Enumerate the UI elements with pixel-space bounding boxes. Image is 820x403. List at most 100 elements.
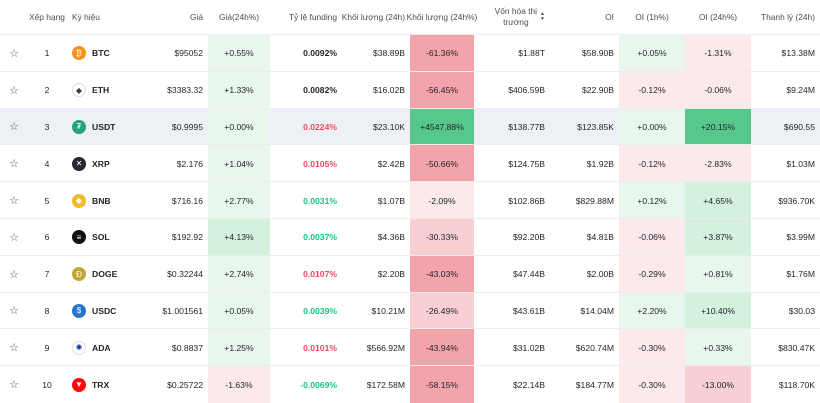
sort-icon[interactable]: ▲ ▼ — [540, 11, 545, 22]
oi-cell: $123.85K — [577, 121, 614, 132]
table-row[interactable]: ☆ 7 Ð DOGE $0.32244 +2.74% 0.0107% $2.20B -43.03… — [0, 254, 820, 293]
favorite-star-icon[interactable]: ☆ — [9, 342, 19, 355]
rank-cell: 3 — [44, 121, 50, 132]
oi-cell: $58.90B — [581, 48, 614, 59]
volume-cell: $566.92M — [366, 342, 405, 353]
oi-cell: $14.04M — [580, 305, 614, 316]
funding-rate-cell: 0.0105% — [303, 158, 337, 169]
symbol-cell: ◆ ETH — [72, 72, 136, 109]
favorite-star-icon[interactable]: ☆ — [9, 379, 19, 392]
header-oi[interactable]: OI — [605, 12, 614, 22]
oi-24h-cell: +0.81% — [685, 255, 751, 293]
volume-change-cell: +4547.88% — [410, 108, 474, 146]
oi-24h-cell: -1.31% — [685, 35, 751, 72]
table-row[interactable]: ☆ 6 ≡ SOL $192.92 +4.13% 0.0037% $4.36B -30.33% $… — [0, 218, 820, 256]
liquidation-cell: $830.47K — [778, 342, 815, 353]
symbol-label[interactable]: ADA — [92, 342, 111, 353]
table-row[interactable]: ☆ 3 ₮ USDT $0.9995 +0.00% 0.0224% $23.10K +4547.… — [0, 107, 820, 146]
header-price[interactable]: Giá — [189, 12, 203, 22]
oi-cell: $1.92B — [586, 158, 614, 169]
liquidation-cell: $9.24M — [786, 85, 815, 96]
market-cap-cell: $124.75B — [508, 158, 545, 169]
price-change-cell: +2.74% — [208, 255, 270, 293]
price-change-cell: +2.77% — [208, 182, 270, 219]
favorite-star-icon[interactable]: ☆ — [9, 195, 19, 208]
oi-1h-cell: -0.12% — [619, 145, 685, 183]
header-price-change[interactable]: Giá(24h%) — [218, 12, 260, 22]
volume-cell: $38.89B — [372, 48, 405, 59]
table-row[interactable]: ☆ 5 ◆ BNB $716.16 +2.77% 0.0031% $1.07B -2.09% $1… — [0, 181, 820, 219]
table-row[interactable]: ☆ 4 ✕ XRP $2.176 +1.04% 0.0105% $2.42B -50.66% $1… — [0, 144, 820, 183]
favorite-star-icon[interactable]: ☆ — [9, 84, 19, 97]
oi-1h-cell: -0.12% — [619, 71, 685, 109]
price-change-cell: +0.05% — [208, 292, 270, 330]
price-cell: $0.8837 — [171, 342, 203, 353]
oi-1h-cell: -0.30% — [619, 366, 685, 403]
trx-icon: ▼ — [72, 377, 86, 392]
symbol-label[interactable]: USDC — [92, 305, 117, 316]
symbol-label[interactable]: TRX — [92, 379, 110, 390]
liquidation-cell: $13.38M — [781, 48, 815, 59]
favorite-star-icon[interactable]: ☆ — [9, 268, 19, 281]
price-change-cell: +0.00% — [208, 108, 270, 146]
liquidation-cell: $1.03M — [786, 158, 815, 169]
header-volume-change[interactable]: Khối lượng (24h%) — [406, 12, 478, 22]
funding-rate-cell: 0.0039% — [303, 305, 337, 316]
symbol-label[interactable]: DOGE — [92, 269, 118, 280]
table-row[interactable]: ☆ 9 ✺ ADA $0.8837 +1.25% 0.0101% $566.92M -43.94… — [0, 328, 820, 367]
favorite-star-icon[interactable]: ☆ — [9, 47, 19, 60]
header-symbol[interactable]: Ký hiệu — [72, 12, 100, 22]
volume-cell: $4.36B — [377, 232, 405, 243]
header-oi-1h[interactable]: OI (1h%) — [635, 12, 669, 22]
price-change-cell: +1.33% — [208, 71, 270, 109]
oi-1h-cell: -0.29% — [619, 255, 685, 293]
favorite-star-icon[interactable]: ☆ — [9, 231, 19, 244]
header-oi-24h[interactable]: OI (24h%) — [698, 12, 738, 22]
volume-change-cell: -61.36% — [410, 35, 474, 72]
table-row[interactable]: ☆ 2 ◆ ETH $3383.32 +1.33% 0.0082% $16.02B -56.45… — [0, 70, 820, 109]
funding-rate-cell: 0.0107% — [303, 269, 337, 280]
symbol-label[interactable]: XRP — [92, 158, 110, 169]
symbol-label[interactable]: ETH — [92, 85, 110, 96]
favorite-star-icon[interactable]: ☆ — [9, 305, 19, 318]
table-row[interactable]: ☆ 8 $ USDC $1.001561 +0.05% 0.0039% $10.21M -26.… — [0, 291, 820, 330]
rank-cell: 1 — [44, 48, 50, 59]
oi-1h-cell: +2.20% — [619, 292, 685, 330]
funding-rate-cell: -0.0069% — [300, 379, 337, 390]
funding-rate-cell: 0.0037% — [303, 232, 337, 243]
symbol-label[interactable]: USDT — [92, 121, 116, 132]
header-liquidation[interactable]: Thanh lý (24h) — [761, 12, 815, 22]
liquidation-cell: $1.76M — [786, 269, 815, 280]
price-cell: $0.25722 — [167, 379, 203, 390]
market-cap-cell: $22.14B — [512, 379, 545, 390]
favorite-star-icon[interactable]: ☆ — [9, 158, 19, 171]
liquidation-cell: $118.70K — [778, 379, 815, 390]
table-row[interactable]: ☆ 10 ▼ TRX $0.25722 -1.63% -0.0069% $172.58M -58… — [0, 365, 820, 403]
volume-cell: $10.21M — [371, 305, 405, 316]
volume-cell: $16.02B — [372, 85, 405, 96]
symbol-cell: ₿ BTC — [72, 35, 136, 72]
header-market-cap[interactable]: Vốn hóa thị trường ▲ ▼ — [474, 0, 550, 34]
header-funding-rate[interactable]: Tỷ lệ funding — [289, 12, 337, 22]
table-row[interactable]: ☆ 1 ₿ BTC $95052 +0.55% 0.0092% $38.89B -61.36% $… — [0, 34, 820, 72]
header-rank[interactable]: Xếp hạng — [29, 12, 65, 22]
table-header: Xếp hạng Ký hiệu Giá Giá(24h%) Tỷ lệ fun… — [0, 0, 820, 34]
price-cell: $0.32244 — [167, 269, 203, 280]
volume-change-cell: -2.09% — [410, 182, 474, 219]
header-volume[interactable]: Khối lượng (24h) — [341, 12, 405, 22]
rank-cell: 6 — [44, 232, 50, 243]
header-market-cap-line1: Vốn hóa thị — [494, 6, 538, 16]
price-cell: $1.001561 — [162, 305, 203, 316]
favorite-star-icon[interactable]: ☆ — [9, 121, 19, 134]
volume-change-cell: -26.49% — [410, 292, 474, 330]
oi-24h-cell: +0.33% — [685, 329, 751, 367]
symbol-label[interactable]: SOL — [92, 232, 110, 243]
symbol-label[interactable]: BTC — [92, 48, 110, 59]
oi-1h-cell: -0.30% — [619, 329, 685, 367]
volume-change-cell: -50.66% — [410, 145, 474, 183]
symbol-label[interactable]: BNB — [92, 195, 111, 206]
volume-change-cell: -30.33% — [410, 219, 474, 256]
liquidation-cell: $3.99M — [786, 232, 815, 243]
price-cell: $0.9995 — [171, 121, 203, 132]
liquidation-cell: $30.03 — [788, 305, 815, 316]
